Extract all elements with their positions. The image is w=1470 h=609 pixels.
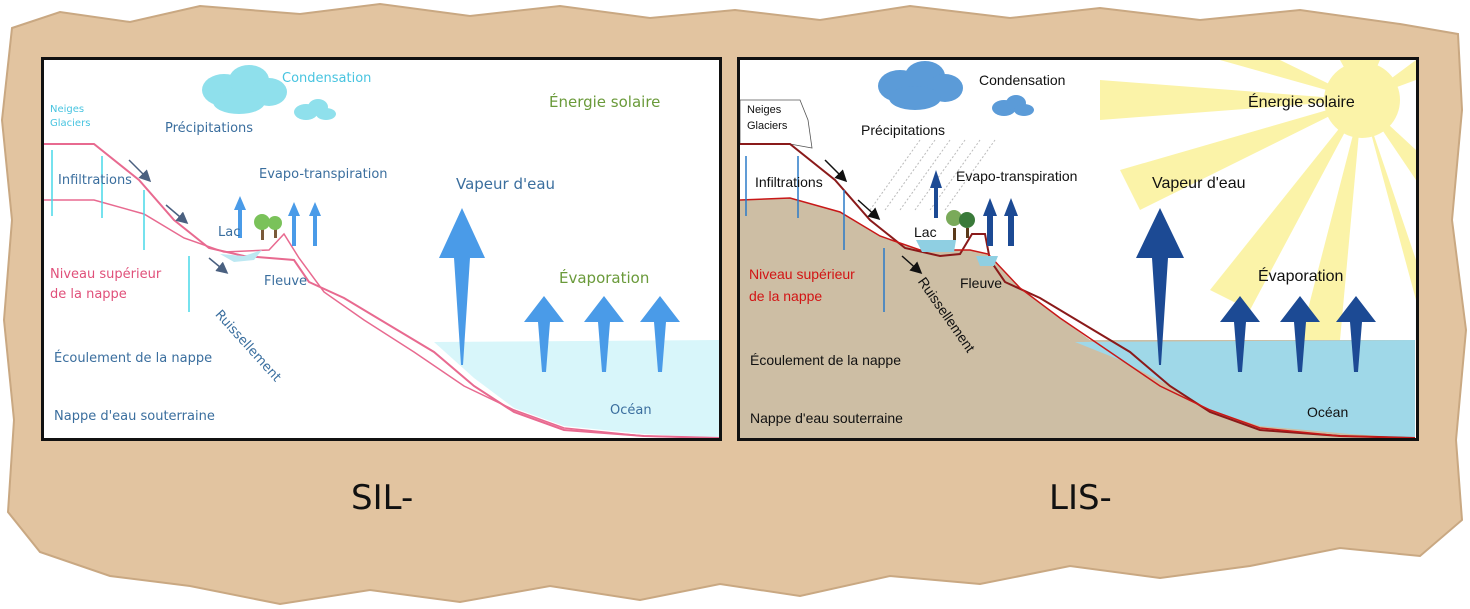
label-evaporation: Évaporation — [559, 269, 650, 287]
label-aquifer: Nappe d'eau souterraine — [750, 410, 903, 426]
runoff-arrow — [208, 257, 229, 274]
label-water-table: Niveau supérieur — [749, 266, 855, 282]
evapotranspiration-arrows — [930, 170, 1018, 246]
ground-surface-line — [44, 143, 719, 438]
label-lake: Lac — [218, 225, 241, 240]
label-solar-energy: Énergie solaire — [1248, 94, 1355, 111]
tree — [946, 210, 962, 226]
evaporation-arrows — [524, 296, 680, 372]
tree — [254, 214, 270, 230]
label-snow: Neiges — [50, 104, 85, 115]
evaporation-arrows — [1220, 296, 1376, 372]
label-precipitation: Précipitations — [861, 122, 946, 138]
caption-sil: SIL- — [351, 478, 414, 518]
label-precipitation: Précipitations — [165, 121, 254, 136]
diagram-panel-sil: Neiges Glaciers Condensation Précipitati… — [41, 57, 722, 441]
cloud-large — [202, 65, 287, 114]
cloud-large — [878, 61, 963, 110]
label-evapotranspiration: Evapo-transpiration — [956, 168, 1078, 184]
label-glaciers: Glaciers — [50, 118, 91, 129]
label-snow: Neiges — [747, 104, 782, 116]
river-area — [976, 256, 998, 266]
sun-rays — [1100, 60, 1416, 340]
vapour-arrow — [439, 208, 485, 365]
label-infiltration: Infiltrations — [58, 173, 132, 188]
label-evapotranspiration: Evapo-transpiration — [259, 167, 388, 182]
vapour-arrow — [1136, 208, 1184, 365]
runoff-arrow — [857, 199, 881, 221]
evapotranspiration-arrows — [234, 196, 321, 246]
water-cycle-illustration-lis — [740, 60, 1416, 438]
lake-area — [916, 240, 956, 252]
tree — [268, 216, 282, 230]
label-ocean: Océan — [1307, 404, 1349, 420]
tree — [959, 212, 975, 228]
label-ocean: Océan — [610, 403, 652, 418]
label-groundwater-flow: Écoulement de la nappe — [54, 351, 213, 366]
label-groundwater-flow: Écoulement de la nappe — [750, 352, 901, 368]
runoff-arrow — [128, 159, 152, 183]
label-condensation: Condensation — [282, 71, 372, 86]
label-evaporation: Évaporation — [1258, 268, 1344, 285]
water-table-line — [44, 199, 719, 438]
water-table-line — [740, 197, 1416, 438]
cloud-small — [992, 95, 1034, 116]
lake-area — [220, 250, 262, 262]
runoff-arrow — [165, 204, 189, 224]
label-aquifer: Nappe d'eau souterraine — [54, 409, 215, 424]
label-condensation: Condensation — [979, 72, 1066, 88]
label-river: Fleuve — [960, 275, 1003, 291]
label-water-table-2: de la nappe — [50, 287, 127, 302]
label-water-table: Niveau supérieur — [50, 267, 162, 282]
label-infiltration: Infiltrations — [755, 174, 823, 190]
snow-cap — [740, 99, 813, 149]
diagram-panel-lis: Neiges Glaciers Condensation Précipitati… — [737, 57, 1419, 441]
label-vapour: Vapeur d'eau — [456, 175, 556, 193]
ocean-area — [434, 340, 719, 438]
label-river: Fleuve — [264, 274, 308, 289]
infiltration-lines — [51, 150, 190, 312]
runoff-arrow — [824, 159, 848, 183]
caption-lis: LIS- — [1049, 478, 1112, 518]
label-vapour: Vapeur d'eau — [1152, 175, 1246, 192]
label-solar-energy: Énergie solaire — [549, 93, 661, 111]
label-glaciers: Glaciers — [747, 120, 788, 132]
water-cycle-illustration-sil — [44, 65, 719, 438]
runoff-arrow — [901, 255, 923, 274]
cloud-small — [294, 99, 336, 120]
infiltration-lines — [745, 156, 885, 312]
label-lake: Lac — [914, 224, 937, 240]
label-water-table-2: de la nappe — [749, 288, 823, 304]
